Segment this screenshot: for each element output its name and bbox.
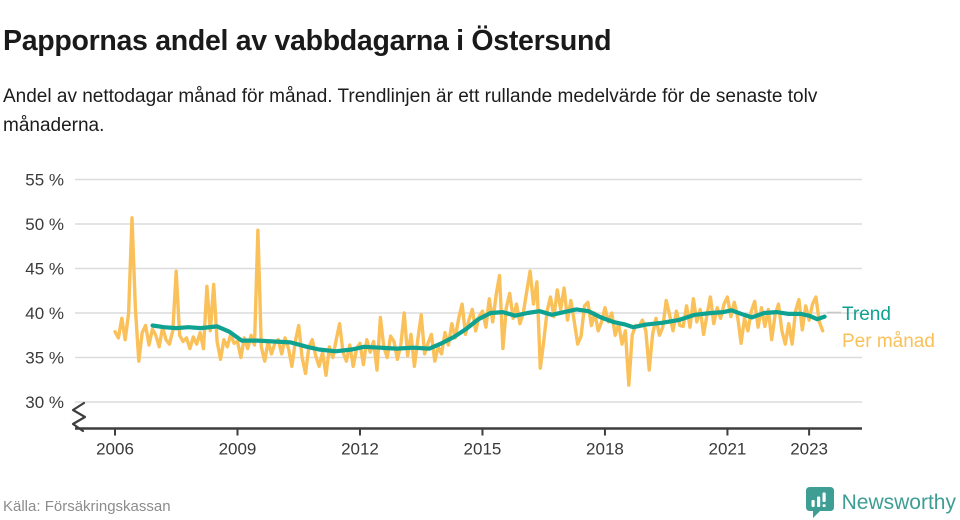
- source-note: Källa: Försäkringskassan: [3, 498, 171, 515]
- newsworthy-logo: Newsworthy: [805, 486, 956, 519]
- y-axis-break-icon: [71, 401, 87, 433]
- newsworthy-wordmark: Newsworthy: [841, 490, 956, 514]
- y-tick-label: 45 %: [25, 259, 64, 278]
- y-tick-label: 55 %: [25, 170, 64, 189]
- x-tick-label: 2012: [341, 440, 379, 459]
- x-tick-label: 2009: [219, 440, 257, 459]
- x-tick-label: 2021: [709, 440, 747, 459]
- y-tick-label: 50 %: [25, 215, 64, 234]
- chart-title: Pappornas andel av vabbdagarna i Östersu…: [3, 25, 612, 58]
- x-tick-label: 2018: [586, 440, 624, 459]
- trend-line: [150, 307, 827, 354]
- monthly-line: [113, 216, 825, 387]
- y-tick-label: 35 %: [25, 348, 64, 367]
- x-tick-label: 2023: [790, 440, 828, 459]
- y-tick-label: 30 %: [25, 393, 64, 412]
- legend-monthly-label: Per månad: [842, 331, 935, 352]
- legend-trend-label: Trend: [842, 304, 891, 325]
- x-tick-label: 2015: [464, 440, 502, 459]
- chart-subtitle: Andel av nettodagar månad för månad. Tre…: [3, 86, 818, 136]
- x-tick-label: 2006: [96, 440, 134, 459]
- chart-svg: 55 % 50 % 45 % 40 % 35 % 30 % 2006 2009 2012 2015…: [25, 170, 862, 459]
- y-tick-label: 40 %: [25, 304, 64, 323]
- newsworthy-bubble-chart-icon: [805, 486, 835, 519]
